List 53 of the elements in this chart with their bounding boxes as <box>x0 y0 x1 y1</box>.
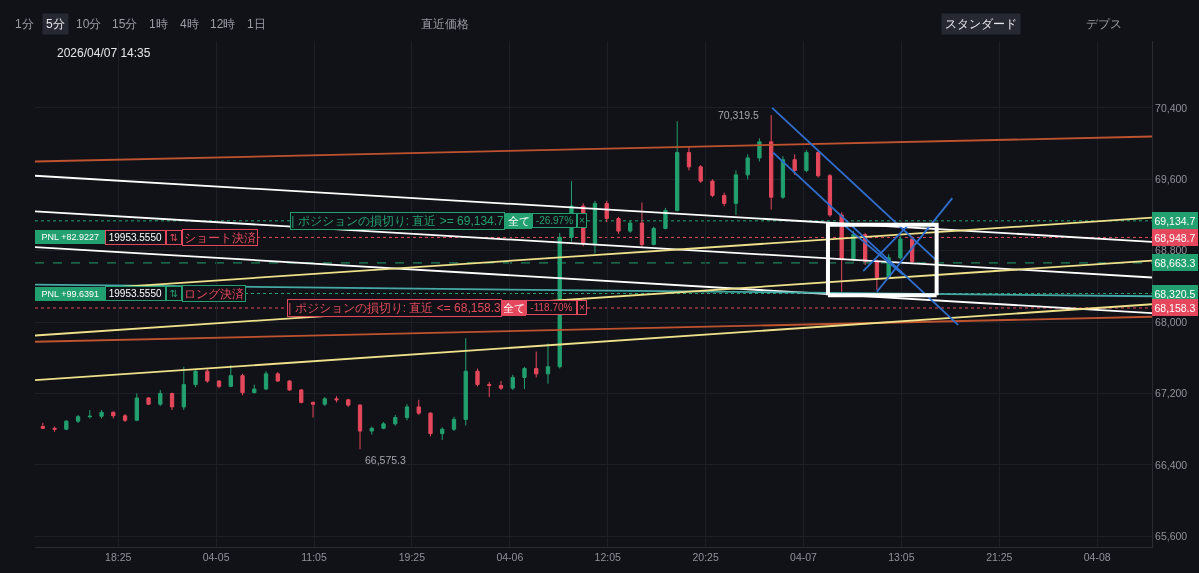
ref-line-label: 68,663.3 <box>1154 256 1196 269</box>
annotation: ロング決済 <box>184 287 244 300</box>
text: 5分 <box>46 17 65 31</box>
annotation: PNL +82.9227 <box>41 232 99 242</box>
text: デプス <box>1086 17 1122 31</box>
text: 直近価格 <box>421 17 469 31</box>
y-tick-label: 67,200 <box>1155 387 1188 400</box>
annotation: ⇅ <box>169 232 179 243</box>
text: 2026/04/07 14:35 <box>57 46 151 61</box>
annotation: PNL +99.6391 <box>41 289 99 299</box>
ref-line-label: 69,134.7 <box>1154 214 1196 227</box>
x-tick-label: 12:05 <box>594 550 621 563</box>
text: 10分 <box>76 17 102 31</box>
annotation: 19953.5550 <box>108 288 162 299</box>
x-tick-label: 04-06 <box>496 550 524 563</box>
annotation: 全て <box>507 215 530 227</box>
text: スタンダード <box>945 17 1017 31</box>
y-tick-label: 68,800 <box>1155 244 1188 257</box>
x-tick-label: 04-07 <box>790 550 818 563</box>
annotation: × <box>579 302 585 313</box>
annotation: × <box>579 215 585 226</box>
y-tick-label: 69,600 <box>1155 173 1188 185</box>
y-tick-label: 65,600 <box>1155 529 1188 542</box>
y-tick-label: 70,400 <box>1155 101 1188 114</box>
annotation: ⇅ <box>169 288 179 299</box>
x-tick-label: 19:25 <box>398 550 426 563</box>
x-tick-label: 04-08 <box>1083 550 1111 563</box>
x-tick-label: 21:25 <box>986 550 1013 563</box>
ref-line-label: 68,948.7 <box>1154 231 1196 244</box>
text: 12時 <box>210 17 236 31</box>
y-tick-label: 66,400 <box>1155 458 1188 471</box>
annotation: 66,575.3 <box>365 454 407 466</box>
annotation: | ポジションの損切り: 直近 <= 68,158.3 <box>288 301 502 315</box>
ref-line-label: 68,320.5 <box>1154 287 1196 300</box>
x-tick-label: 11:05 <box>301 550 327 563</box>
x-tick-label: 18:25 <box>105 550 132 563</box>
text: 1時 <box>149 17 168 31</box>
annotation: 19953.5550 <box>108 232 162 243</box>
x-tick-label: 04-05 <box>202 550 230 563</box>
annotation: ショート決済 <box>184 231 256 244</box>
annotation: -26.97% <box>535 215 574 226</box>
text: 15分 <box>112 17 138 31</box>
annotation: -118.70% <box>530 302 573 313</box>
annotation: | ポジションの損切り: 直近 >= 69,134.7 <box>291 214 505 228</box>
x-tick-label: 13:05 <box>888 550 915 563</box>
y-tick-label: 68,000 <box>1155 315 1188 328</box>
ref-line-label: 68,158.3 <box>1154 301 1196 314</box>
x-tick-label: 20:25 <box>692 550 719 563</box>
annotation: 70,319.5 <box>718 109 760 121</box>
text: 1日 <box>247 17 266 31</box>
text: 1分 <box>15 17 34 31</box>
text: 4時 <box>180 17 199 31</box>
annotation: 全て <box>503 302 526 314</box>
